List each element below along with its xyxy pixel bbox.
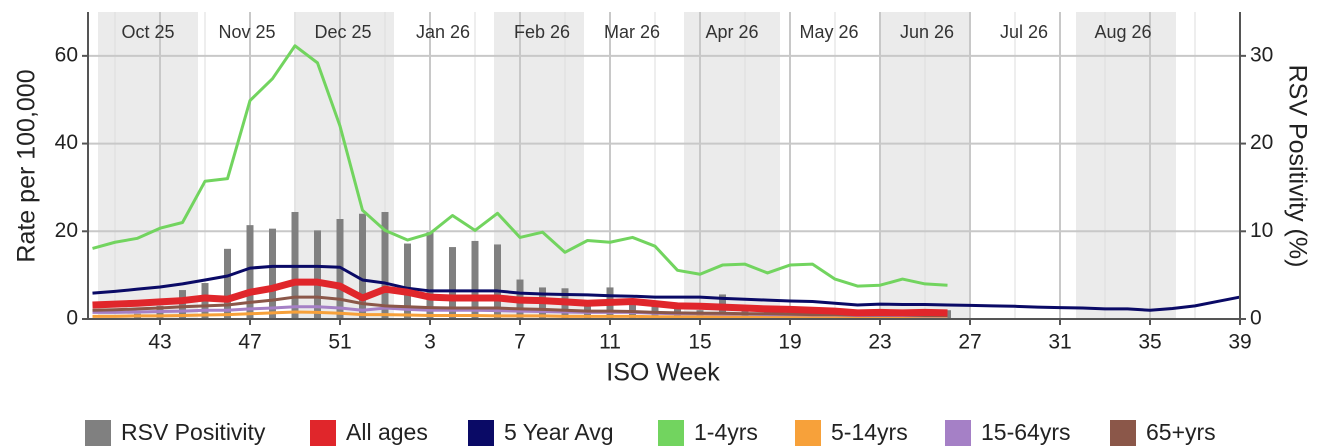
legend-label: 1-4yrs [694, 419, 758, 445]
y-tick-label: 20 [55, 219, 78, 242]
legend-label: 15-64yrs [981, 419, 1070, 445]
line [92, 44, 948, 288]
legend-label: RSV Positivity [121, 419, 266, 445]
x-tick-label: 3 [424, 331, 436, 354]
month-label: May 26 [799, 22, 858, 42]
bar [269, 228, 276, 319]
line [92, 278, 948, 317]
legend-swatch [658, 420, 684, 446]
y-axis-title: Rate per 100,000 [13, 69, 41, 262]
line [92, 310, 948, 320]
y2-tick-label: 30 [1250, 43, 1273, 66]
x-tick-label: 19 [778, 331, 801, 354]
x-tick-label: 51 [328, 331, 351, 354]
legend-swatch [310, 420, 336, 446]
bar [336, 219, 344, 319]
y2-tick-label: 10 [1250, 219, 1273, 242]
x-tick-label: 7 [514, 331, 526, 354]
line [92, 295, 948, 317]
legend-label: 5 Year Avg [504, 419, 614, 445]
month-label: Nov 25 [218, 22, 275, 42]
x-tick-label: 15 [688, 331, 711, 354]
bar [224, 248, 231, 319]
y-tick-label: 60 [55, 43, 78, 66]
bar [381, 211, 389, 319]
month-label: Jul 26 [1000, 22, 1048, 42]
bar [404, 243, 411, 319]
legend-label: 5-14yrs [831, 419, 908, 445]
y-tick-label: 0 [66, 307, 78, 330]
x-tick-label: 47 [238, 331, 261, 354]
x-tick-label: 43 [148, 331, 171, 354]
month-label: Jan 26 [416, 22, 470, 42]
x-tick-label: 35 [1138, 331, 1161, 354]
month-band [1076, 12, 1176, 319]
legend-swatch [468, 420, 494, 446]
x-tick-label: 39 [1228, 331, 1251, 354]
bar [314, 230, 321, 319]
legend-swatch [945, 420, 971, 446]
x-tick-label: 27 [958, 331, 981, 354]
bar [449, 247, 456, 319]
legend-swatch [795, 420, 821, 446]
month-band [494, 12, 584, 319]
month-label: Dec 25 [314, 22, 371, 42]
y2-axis-title: RSV Positivity (%) [1283, 65, 1311, 268]
bar [359, 213, 366, 319]
x-tick-label: 31 [1048, 331, 1071, 354]
month-label: Feb 26 [514, 22, 570, 42]
bar [426, 232, 434, 319]
y2-tick-label: 20 [1250, 131, 1273, 154]
legend-label: All ages [346, 419, 428, 445]
legend-swatch [85, 420, 111, 446]
month-label: Jun 26 [900, 22, 954, 42]
bar [246, 225, 254, 319]
month-label: Aug 26 [1094, 22, 1151, 42]
x-tick-label: 23 [868, 331, 891, 354]
month-label: Mar 26 [604, 22, 660, 42]
bar [494, 244, 501, 319]
y2-tick-label: 0 [1250, 307, 1262, 330]
x-tick-label: 11 [599, 331, 621, 354]
bar [179, 290, 186, 319]
legend-swatch [1110, 420, 1136, 446]
legend-label: 65+yrs [1146, 419, 1216, 445]
x-axis-title: ISO Week [606, 359, 720, 387]
y-tick-label: 40 [55, 131, 78, 154]
line [92, 264, 1241, 312]
month-label: Oct 25 [121, 22, 174, 42]
month-band [98, 12, 198, 319]
bar [471, 240, 479, 319]
month-label: Apr 26 [705, 22, 758, 42]
